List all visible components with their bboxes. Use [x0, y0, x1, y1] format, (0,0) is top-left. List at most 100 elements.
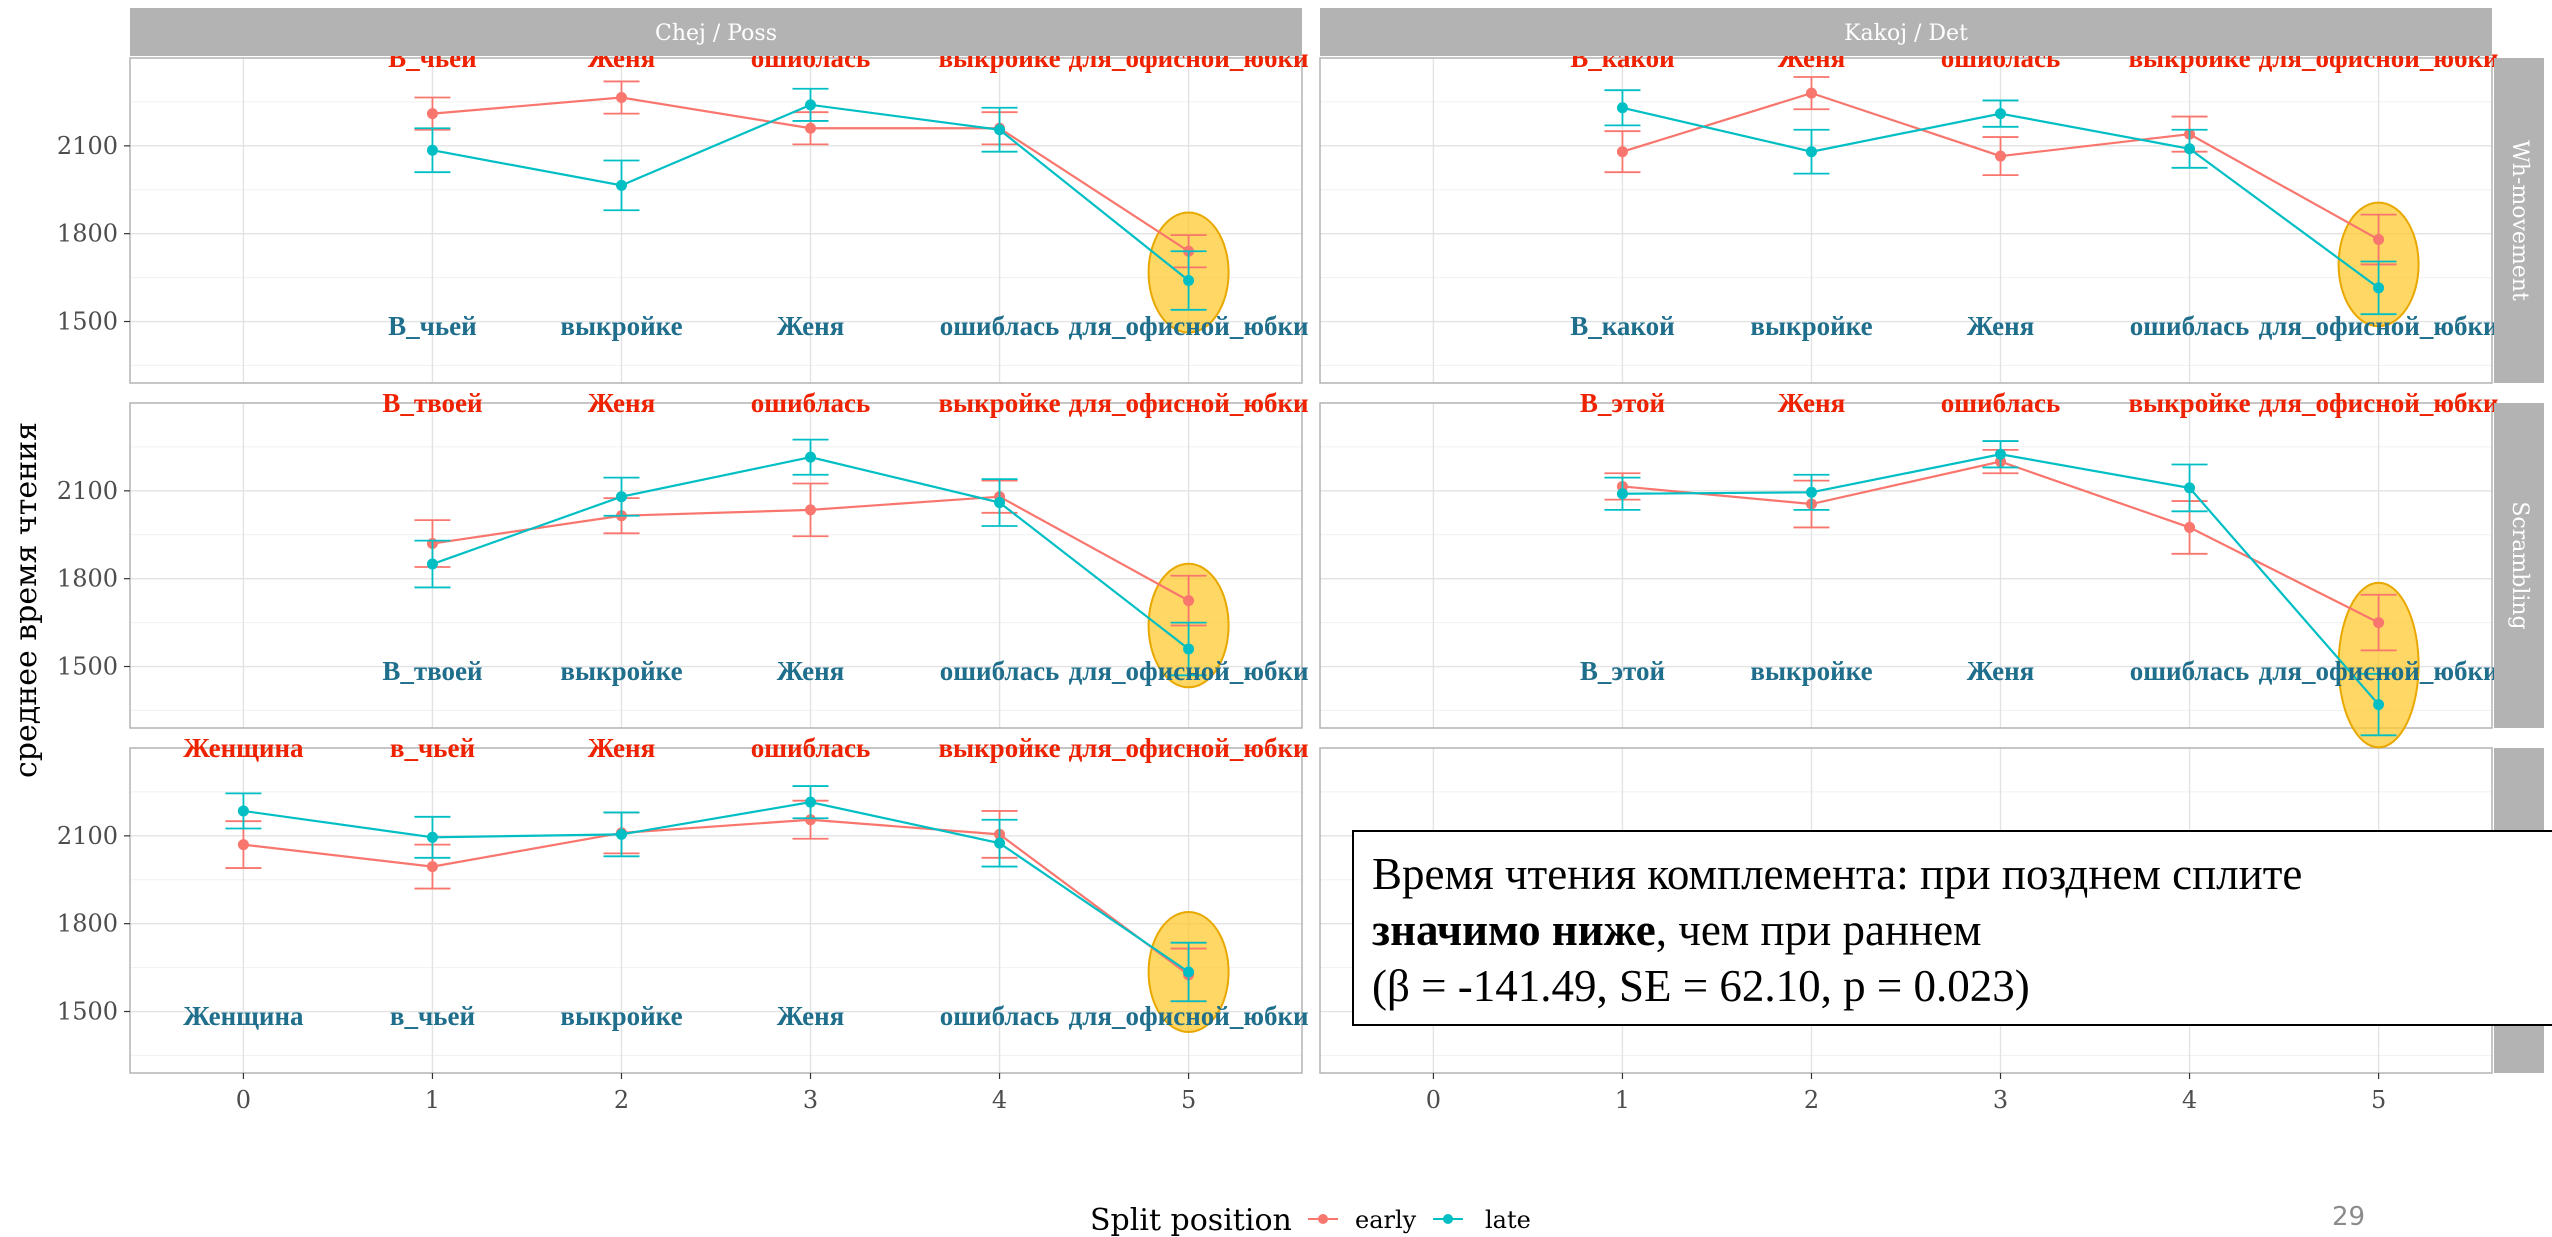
y-tick-label: 1800 — [57, 565, 118, 593]
data-point-early — [1616, 146, 1628, 158]
word-label-top: для_офисной_юбки — [2259, 388, 2499, 418]
panel-data-r0-c0: В_чьей Женя ошиблась выкройке для_офисной_юб… — [388, 43, 1308, 341]
panel-data-r0-c1: В_какой Женя ошиблась выкройке для_офисной_ю… — [1570, 43, 2498, 341]
word-label-bottom: ошиблась — [940, 311, 1060, 341]
word-label-top: выкройке — [938, 388, 1060, 418]
legend: Split position early late — [1090, 1203, 1531, 1237]
word-label-bottom: для_офисной_юбки — [1069, 311, 1309, 341]
data-point-early — [1183, 595, 1195, 607]
word-label-bottom: выкройке — [560, 311, 682, 341]
word-label-top: ошиблась — [751, 733, 871, 763]
word-label-bottom: ошиблась — [2130, 311, 2250, 341]
data-point-late — [1183, 275, 1195, 287]
data-point-late — [1616, 488, 1628, 500]
x-tick-label: 0 — [236, 1086, 251, 1114]
data-point-late — [1805, 146, 1817, 158]
data-point-late — [237, 805, 249, 817]
legend-title: Split position — [1090, 1203, 1292, 1237]
data-point-early — [2373, 234, 2385, 246]
data-point-late — [994, 837, 1006, 849]
word-label-top: Женя — [1778, 388, 1845, 418]
panel-background — [1320, 403, 2492, 728]
word-label-bottom: В_твоей — [382, 656, 482, 686]
column-strip-label-0: Chej / Poss — [655, 21, 777, 46]
word-label-bottom: выкройке — [1750, 311, 1872, 341]
x-tick-label: 2 — [1804, 1086, 1819, 1114]
word-label-top: Женя — [588, 733, 655, 763]
data-point-early — [237, 839, 249, 851]
data-point-late — [2373, 282, 2385, 294]
data-point-early — [805, 814, 817, 826]
data-point-late — [1995, 108, 2007, 120]
y-tick-label: 1800 — [57, 910, 118, 938]
x-tick-label: 3 — [803, 1086, 818, 1114]
strips-layer: Chej / Poss Kakoj / Det Wh-movement Scrambl… — [130, 8, 2544, 1073]
annotation-line-2: значимо ниже, чем при раннем — [1372, 902, 2537, 958]
y-tick-label: 1800 — [57, 220, 118, 248]
data-point-late — [805, 796, 817, 808]
annotation-line-1: Время чтения комплемента: при позднем сп… — [1372, 849, 2303, 899]
word-label-top: в_чьей — [390, 733, 475, 763]
series-late — [414, 87, 1207, 311]
series-late — [1604, 89, 2397, 316]
panel-border — [129, 57, 1303, 384]
y-tick-label: 2100 — [57, 822, 118, 850]
x-tick-label: 4 — [992, 1086, 1007, 1114]
word-label-bottom: выкройке — [560, 656, 682, 686]
data-point-early — [426, 861, 438, 873]
data-point-early — [615, 92, 627, 104]
series-late — [225, 785, 1207, 1003]
legend-early-dot — [1318, 1214, 1328, 1224]
data-point-early — [805, 504, 817, 516]
data-point-late — [426, 831, 438, 843]
word-label-top: Женя — [588, 388, 655, 418]
word-label-bottom: Женя — [777, 656, 844, 686]
word-label-bottom: выкройке — [1750, 656, 1872, 686]
axis-layer: 1500 1800 2100 1500 1800 2100 1500 1800 2100 0 1 2 3… — [57, 132, 2386, 1114]
x-tick-label: 1 — [425, 1086, 440, 1114]
annotation-line-3: (β = -141.49, SE = 62.10, p = 0.023) — [1372, 961, 2030, 1011]
x-tick-label: 4 — [2182, 1086, 2197, 1114]
word-label-bottom: в_чьей — [390, 1001, 475, 1031]
series-line-late — [243, 801, 1190, 973]
data-point-early — [426, 108, 438, 120]
word-label-top: выкройке — [2128, 388, 2250, 418]
y-tick-label: 2100 — [57, 477, 118, 505]
slide-number: 29 — [2332, 1202, 2365, 1232]
panel-border — [129, 402, 1303, 729]
word-label-top: выкройке — [938, 733, 1060, 763]
word-label-bottom: для_офисной_юбки — [2259, 656, 2499, 686]
row-strip-label-1: Scrambling — [2507, 501, 2532, 629]
data-point-late — [615, 491, 627, 503]
word-label-bottom: ошиблась — [940, 1001, 1060, 1031]
word-label-bottom: Женя — [1967, 311, 2034, 341]
annotation-emphasis: значимо ниже — [1372, 905, 1656, 955]
panel-background — [130, 748, 1302, 1073]
y-tick-label: 2100 — [57, 132, 118, 160]
highlight-ellipse — [2337, 581, 2420, 749]
word-label-top: для_офисной_юбки — [1069, 388, 1309, 418]
data-point-late — [1183, 966, 1195, 978]
panel-background — [130, 403, 1302, 728]
panel-data-r1-c0: В_твоей Женя ошиблась выкройке для_офисной_ю… — [382, 388, 1309, 689]
series-line-early — [243, 818, 1190, 976]
y-tick-label: 1500 — [57, 998, 118, 1026]
x-tick-label: 3 — [1993, 1086, 2008, 1114]
annotation-line-2-rest: , чем при раннем — [1655, 905, 1982, 955]
word-label-top: В_твоей — [382, 388, 482, 418]
y-axis-title: среднее время чтения — [9, 422, 44, 778]
word-label-top: В_этой — [1580, 388, 1665, 418]
series-late — [1604, 440, 2397, 737]
x-tick-label: 0 — [1426, 1086, 1441, 1114]
panel-background — [1320, 58, 2492, 383]
series-late — [414, 438, 1207, 677]
y-tick-label: 1500 — [57, 653, 118, 681]
word-label-bottom: Женщина — [183, 1001, 304, 1031]
row-strip-0 — [2494, 58, 2544, 383]
word-label-bottom: ошиблась — [2130, 656, 2250, 686]
x-tick-label: 5 — [2371, 1086, 2386, 1114]
word-label-bottom: для_офисной_юбки — [2259, 311, 2499, 341]
data-point-late — [994, 497, 1006, 509]
row-strip-label-0: Wh-movement — [2507, 140, 2532, 301]
